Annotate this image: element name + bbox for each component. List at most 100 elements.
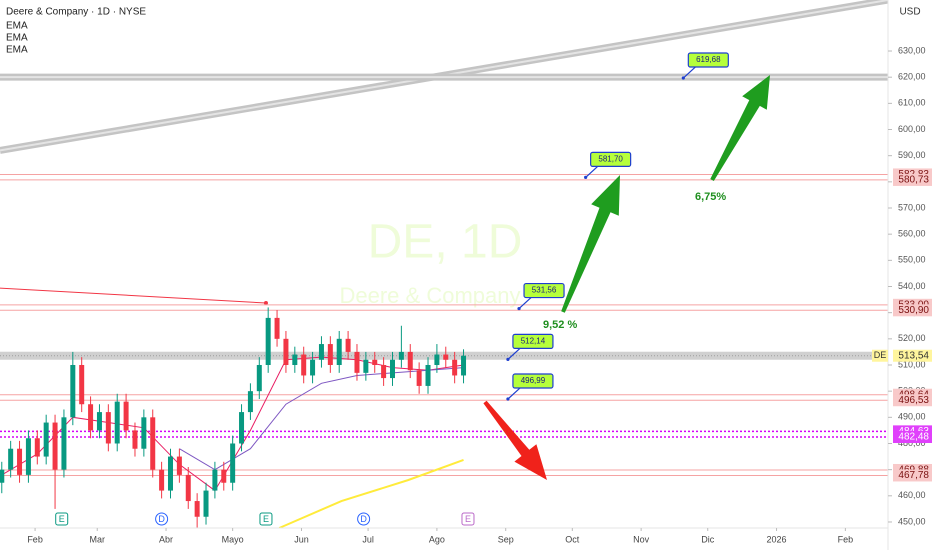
event-label: E (59, 514, 65, 524)
y-tick-label: 490,00 (898, 412, 926, 422)
candle-body (114, 401, 120, 444)
candle-body (327, 344, 333, 365)
y-tick-label: 560,00 (898, 229, 926, 239)
note-pointer (682, 66, 696, 79)
price-label: 530,90 (898, 305, 929, 316)
candle-body (345, 338, 351, 352)
y-tick-label: 570,00 (898, 202, 926, 212)
note-label: 512,14 (521, 337, 546, 346)
candle-body (167, 456, 173, 491)
candle-body (452, 359, 458, 376)
trend-line (0, 287, 266, 304)
candle-body (88, 404, 94, 431)
x-tick-label: Sep (498, 534, 514, 544)
y-tick-label: 630,00 (898, 45, 926, 55)
y-tick-label: 600,00 (898, 124, 926, 134)
legend-entry: EMA (6, 33, 28, 44)
candle-body (318, 344, 324, 360)
currency: USD (899, 7, 920, 18)
axes: 450,00460,00470,00480,00490,00500,00510,… (27, 45, 932, 544)
candle-body (70, 364, 76, 418)
note-label: 619,68 (696, 55, 721, 64)
legend-entry: EMA (6, 21, 28, 32)
note-box (512, 333, 554, 349)
event-label: D (158, 514, 165, 524)
candle-body (43, 422, 49, 457)
last-price-symbol: DE (874, 350, 887, 360)
candle-body (301, 354, 307, 376)
last-price-box (893, 349, 932, 362)
candle-body (194, 501, 200, 517)
green-arrow (561, 175, 620, 313)
price-label: 467,78 (898, 470, 929, 481)
last-price-label: 513,54 (898, 350, 929, 361)
note-pointer (518, 297, 532, 310)
candle-body (283, 338, 289, 365)
price-label-box (893, 394, 932, 407)
price-axis (888, 0, 932, 550)
price-label-box (893, 430, 932, 443)
time-axis (0, 528, 888, 550)
candle-body (292, 354, 298, 365)
candle-body (79, 364, 85, 405)
note-label: 496,99 (521, 376, 546, 385)
price-label: 580,73 (898, 175, 929, 186)
note-point (506, 357, 510, 361)
x-tick-label: Jun (294, 534, 309, 544)
candle-body (8, 448, 14, 470)
price-label: 496,53 (898, 395, 929, 406)
y-tick-label: 510,00 (898, 359, 926, 369)
note-point (584, 175, 588, 179)
x-tick-label: Nov (633, 534, 650, 544)
red-arrow (483, 400, 547, 480)
candle-body (461, 355, 467, 376)
candle-body (230, 443, 236, 483)
candle-body (34, 438, 40, 457)
candle-body (212, 469, 218, 491)
candle-body (434, 354, 440, 365)
y-tick-label: 460,00 (898, 490, 926, 500)
event-marker (461, 512, 475, 526)
note-point (506, 397, 510, 401)
candle-body (0, 469, 5, 483)
candle-body (389, 359, 395, 379)
event-label: D (360, 514, 367, 524)
x-tick-label: Oct (565, 534, 580, 544)
note-label: 531,56 (532, 286, 557, 295)
x-tick-label: Dic (701, 534, 714, 544)
event-label: E (465, 514, 471, 524)
green-arrow (710, 75, 770, 181)
price-label: 482,48 (898, 432, 929, 443)
candle-body (150, 417, 156, 470)
x-tick-label: Abr (159, 534, 173, 544)
event-marker (155, 512, 169, 526)
candle-body (443, 354, 449, 360)
candle-body (265, 317, 271, 365)
y-tick-label: 550,00 (898, 255, 926, 265)
legend-entry: EMA (6, 45, 28, 56)
note-label: 581,70 (598, 155, 623, 164)
note-pointer (507, 347, 521, 360)
candle-body (336, 338, 342, 365)
candle-body (372, 359, 378, 365)
y-tick-label: 590,00 (898, 150, 926, 160)
candle-body (416, 370, 422, 386)
x-tick-label: Feb (838, 534, 854, 544)
candle-body (141, 417, 147, 449)
x-tick-label: Feb (27, 534, 43, 544)
candle-body (61, 417, 67, 470)
candle-body (96, 412, 102, 431)
ema-line (179, 367, 464, 471)
note-box (523, 282, 565, 299)
x-tick-label: Mar (89, 534, 105, 544)
trend-point (263, 300, 268, 305)
candle-body (221, 469, 227, 483)
y-tick-label: 450,00 (898, 516, 926, 526)
note-pointer (585, 165, 599, 178)
event-marker (55, 512, 69, 526)
note-point (681, 76, 685, 80)
candle-body (398, 351, 404, 360)
candle-body (203, 490, 209, 517)
